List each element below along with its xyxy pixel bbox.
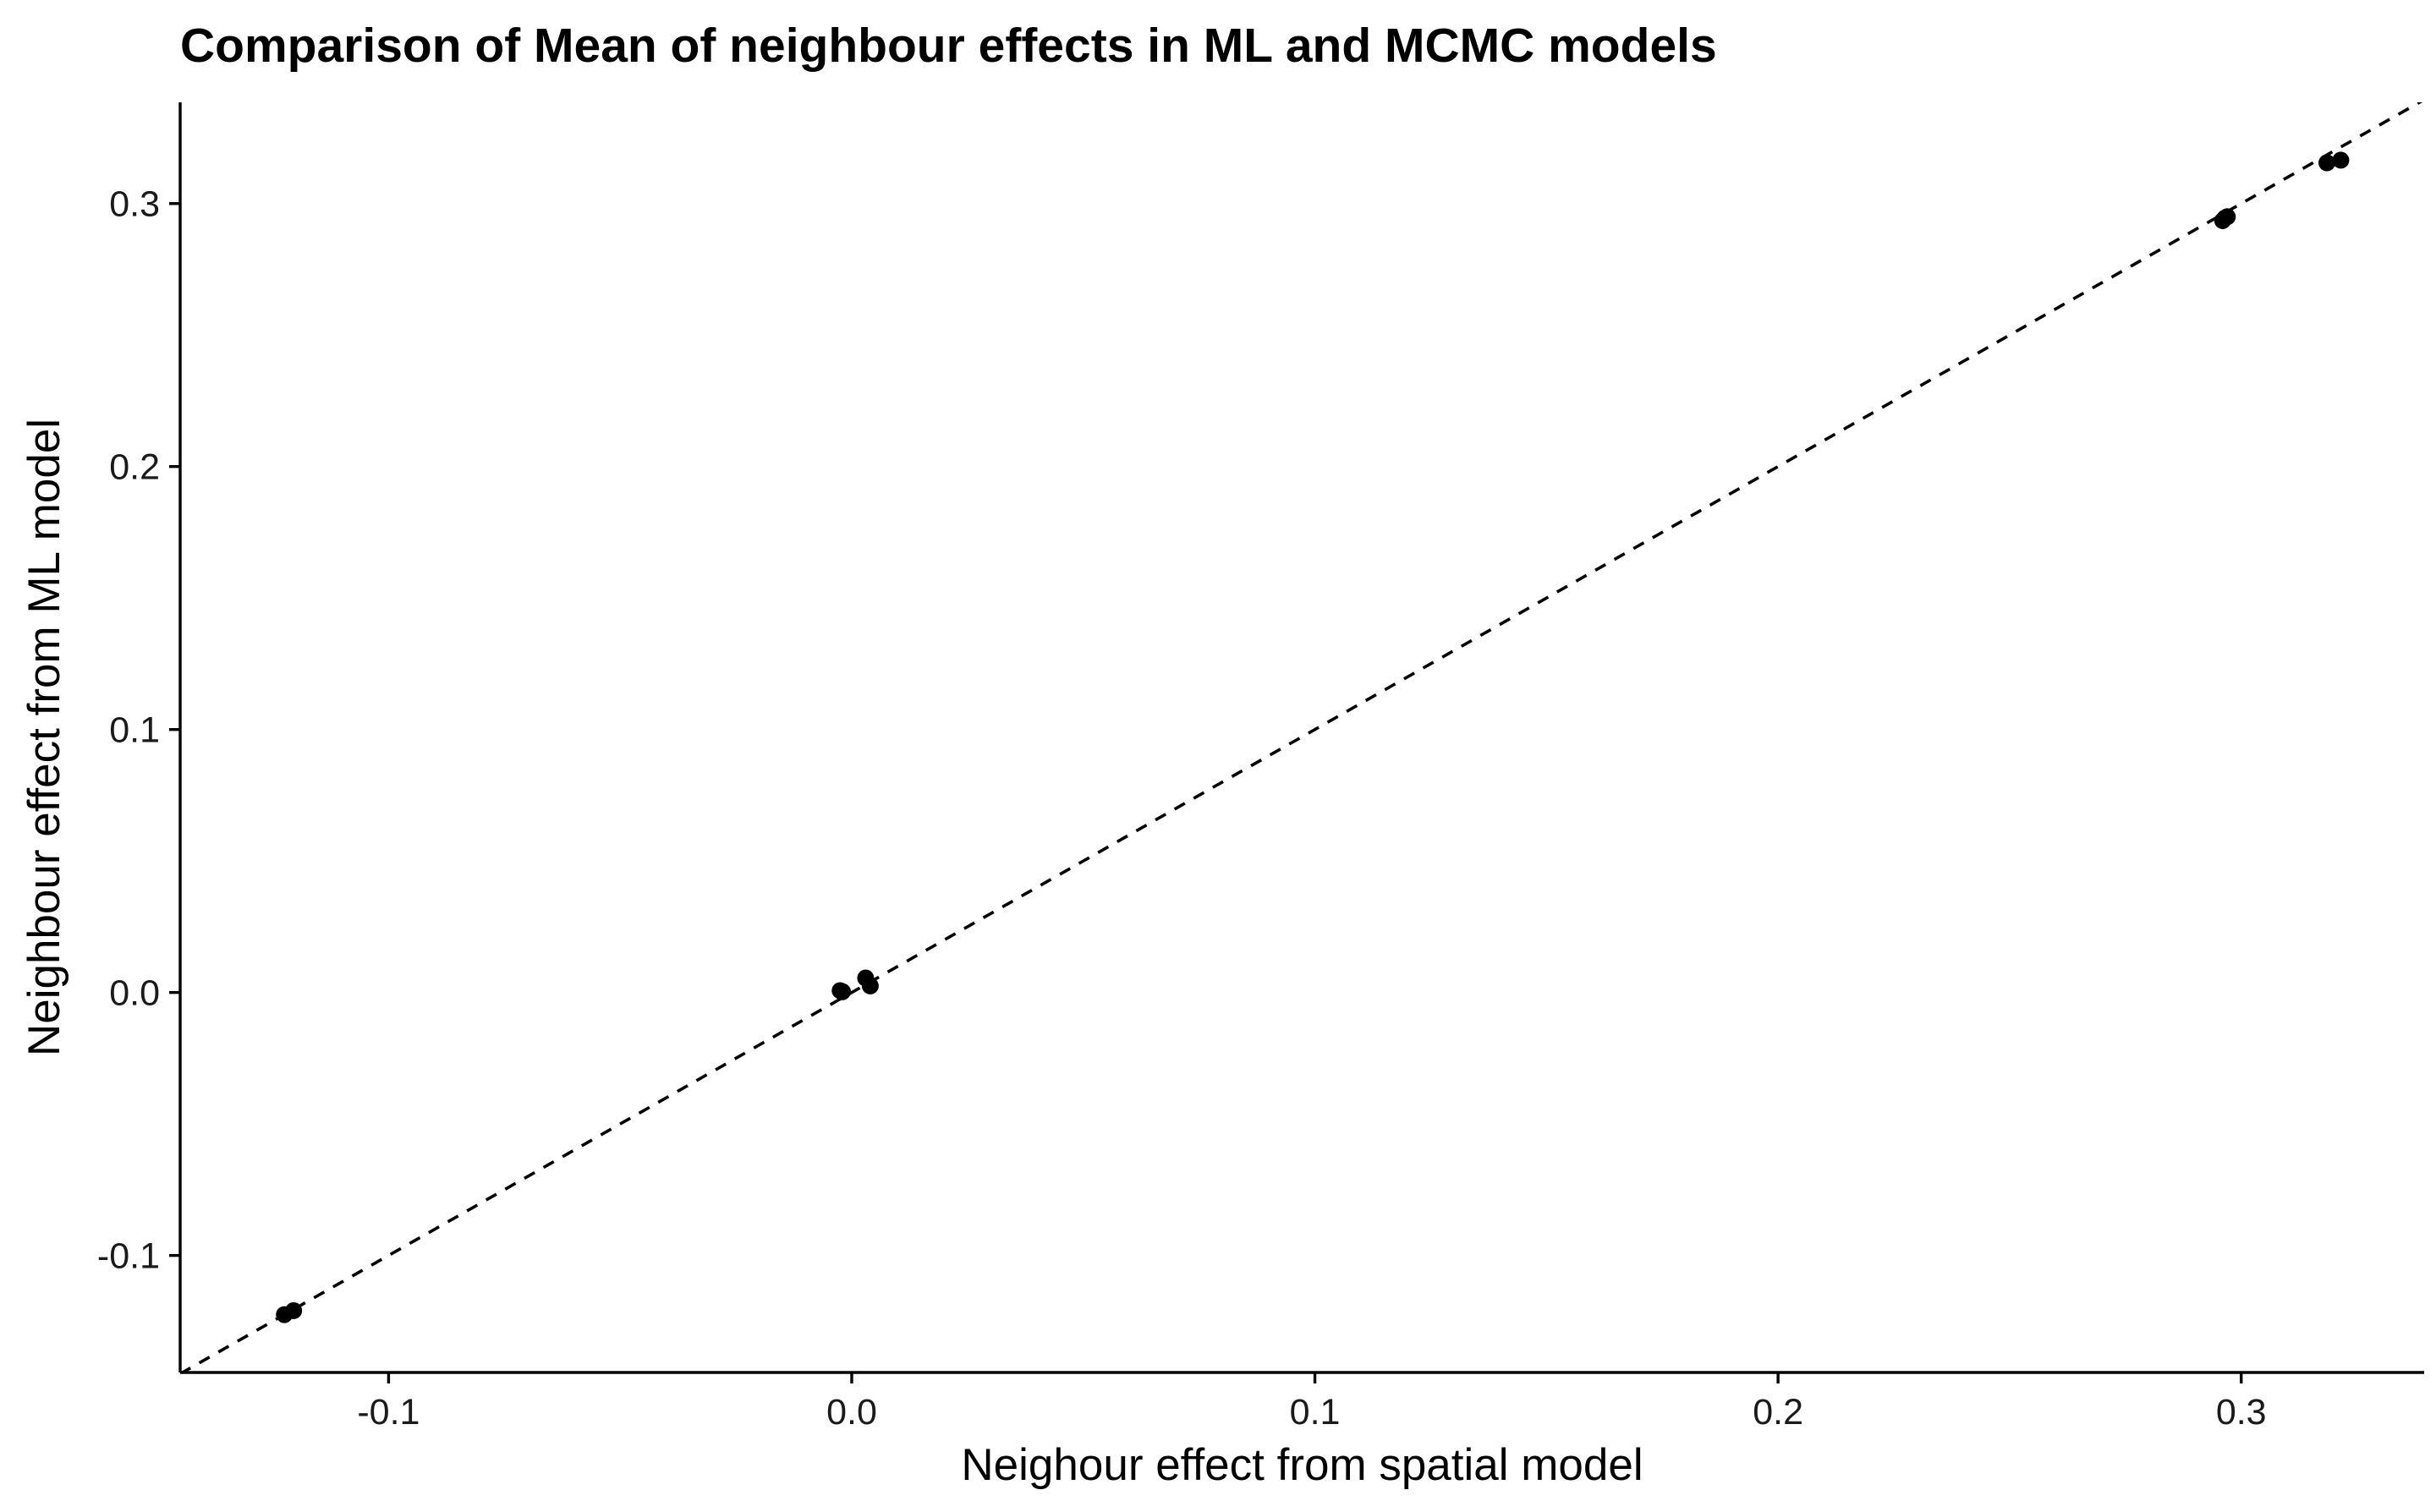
data-point: [2332, 151, 2350, 169]
y-tick-label: 0.3: [109, 184, 160, 225]
data-point: [861, 977, 879, 994]
y-tick-label: 0.0: [109, 973, 160, 1014]
y-tick-label: -0.1: [97, 1236, 160, 1277]
data-point: [2219, 208, 2236, 226]
x-tick-label: 0.0: [826, 1392, 877, 1433]
plot-panel: [180, 102, 2423, 1372]
y-tick-label: 0.2: [109, 447, 160, 488]
x-tick-label: 0.2: [1753, 1392, 1803, 1433]
data-points-layer: [276, 151, 2350, 1323]
data-point: [285, 1301, 303, 1319]
data-point: [2318, 154, 2336, 172]
data-point: [834, 983, 852, 1000]
x-tick-label: -0.1: [357, 1392, 420, 1433]
y-axis-label: Neighbour effect from ML model: [19, 419, 69, 1056]
x-tick-label: 0.3: [2216, 1392, 2267, 1433]
chart-title: Comparison of Mean of neighbour effects …: [180, 19, 1717, 73]
x-axis-label: Neighour effect from spatial model: [961, 1440, 1643, 1490]
y-axis-ticks: -0.1 0.0 0.1 0.2 0.3: [97, 184, 180, 1277]
x-axis-ticks: -0.1 0.0 0.1 0.2 0.3: [357, 1372, 2267, 1433]
y-tick-label: 0.1: [109, 710, 160, 751]
x-tick-label: 0.1: [1290, 1392, 1341, 1433]
